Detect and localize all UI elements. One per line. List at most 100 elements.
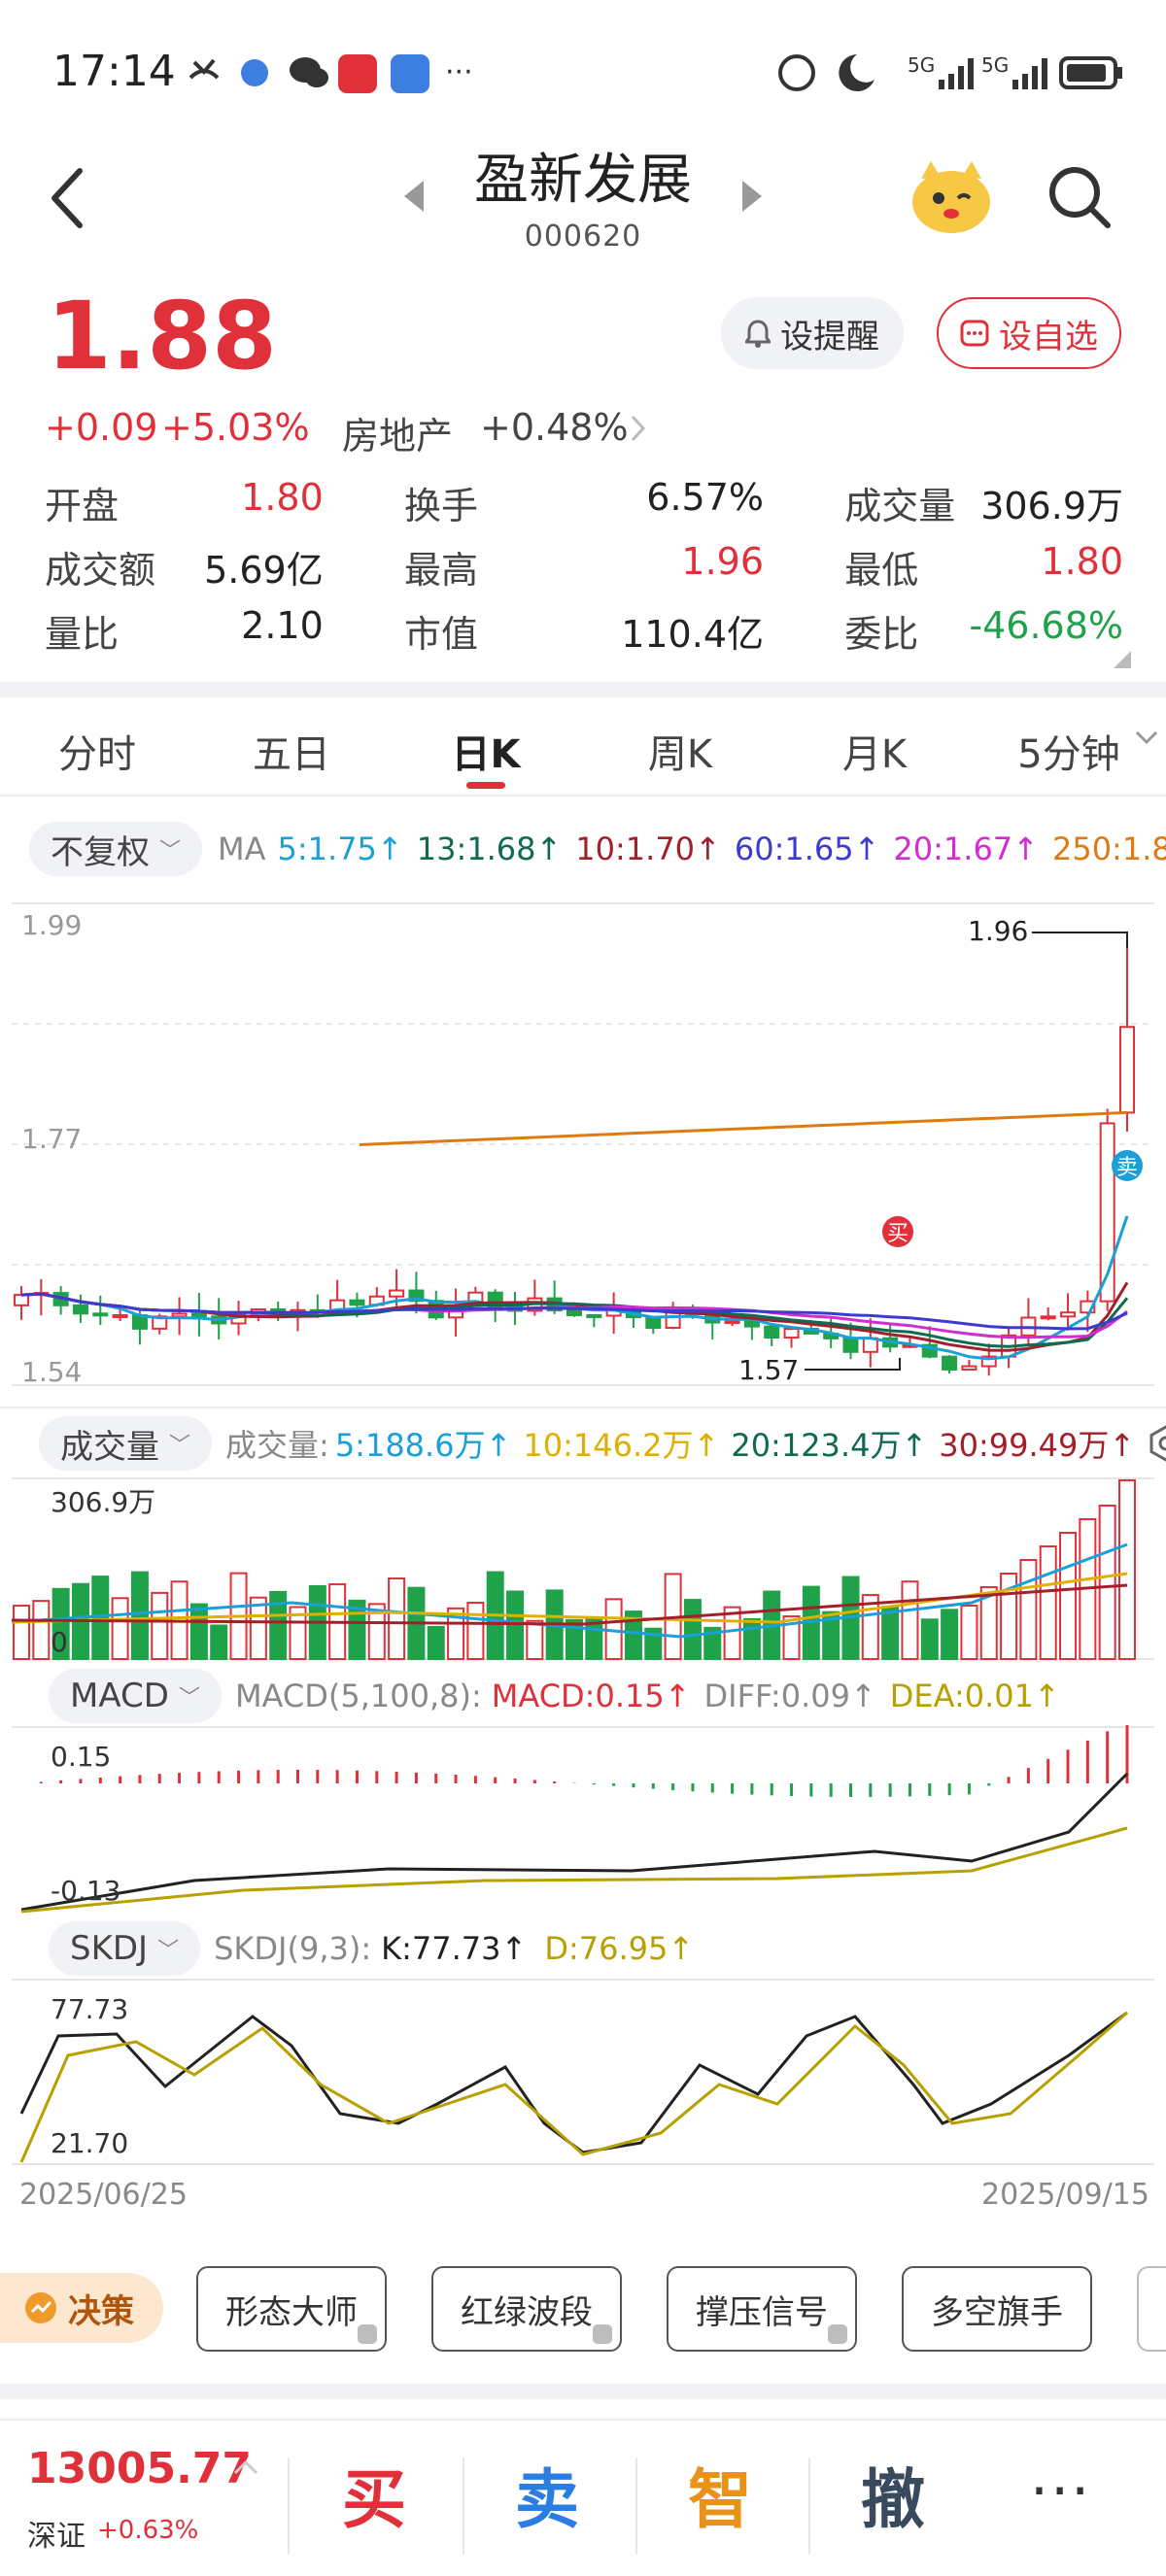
candlestick-chart[interactable]: 1.99 1.77 1.54 1.96 1.57 买 卖 bbox=[0, 894, 1166, 1399]
app-red-icon bbox=[338, 54, 377, 93]
expand-corner-icon[interactable] bbox=[1112, 649, 1133, 670]
decision-badge[interactable]: 决策 bbox=[0, 2273, 163, 2343]
candle-body bbox=[724, 1319, 740, 1324]
volume-chart[interactable]: 306.9万 0 bbox=[0, 1476, 1166, 1663]
ma-line bbox=[20, 1215, 1129, 1361]
feature-button[interactable]: 撑压信号 bbox=[667, 2266, 857, 2352]
back-arrow-icon[interactable] bbox=[49, 167, 87, 229]
status-bar: 17:14 ··· 5G 5G bbox=[0, 0, 1166, 146]
volume-bar bbox=[466, 1601, 485, 1660]
volume-bar bbox=[348, 1599, 366, 1660]
high-marker: 1.96 bbox=[968, 915, 1028, 947]
tab-0[interactable]: 分时 bbox=[0, 707, 194, 795]
volume-bar bbox=[111, 1597, 129, 1660]
candle-body bbox=[92, 1312, 109, 1317]
decision-icon bbox=[25, 2292, 56, 2323]
search-icon[interactable] bbox=[1046, 163, 1114, 231]
mascot-icon[interactable] bbox=[908, 155, 995, 235]
tab-3[interactable]: 周K bbox=[583, 707, 777, 795]
next-stock-icon[interactable] bbox=[740, 179, 764, 214]
section-divider bbox=[0, 682, 1166, 697]
sector-pct[interactable]: +0.48% bbox=[480, 406, 629, 449]
stat-label: 市值 bbox=[404, 612, 479, 656]
stats-grid: 开盘 1.80 换手 6.57% 成交量 306.9万 成交额 5.69亿 最高 1.96 最低 1.… bbox=[45, 470, 1123, 662]
skdj-select[interactable]: SKDJ ﹀ bbox=[49, 1921, 201, 1976]
stat-cell: 换手 6.57% bbox=[404, 476, 764, 529]
tab-label: 日K bbox=[451, 732, 521, 777]
message-icon bbox=[391, 54, 429, 93]
stat-label: 开盘 bbox=[45, 484, 120, 527]
settings-hex-icon[interactable] bbox=[1147, 1424, 1166, 1463]
candle-body bbox=[566, 1309, 582, 1316]
tab-4[interactable]: 月K bbox=[777, 707, 972, 795]
volume-bar bbox=[447, 1607, 465, 1660]
candle-body bbox=[921, 1343, 938, 1358]
macd-axis-top: 0.15 bbox=[51, 1741, 111, 1773]
tab-label: 周K bbox=[647, 732, 713, 777]
tab-2[interactable]: 日K bbox=[389, 707, 583, 795]
macd-select[interactable]: MACD ﹀ bbox=[49, 1669, 222, 1723]
volume-bar bbox=[644, 1627, 663, 1660]
buy-signal-icon: 买 bbox=[882, 1216, 913, 1247]
tab-label: 五日 bbox=[253, 732, 330, 777]
skdj-chart[interactable]: 77.73 21.70 bbox=[0, 1978, 1166, 2168]
stat-label: 成交量 bbox=[844, 484, 956, 527]
volume-bar bbox=[941, 1609, 959, 1660]
adjust-select[interactable]: 不复权 ﹀ bbox=[29, 822, 203, 876]
chevron-down-icon: ﹀ bbox=[169, 1434, 191, 1458]
legend-item: 30:99.49万↑ bbox=[939, 1427, 1136, 1464]
legend-item: D:76.95↑ bbox=[544, 1930, 695, 1967]
volume-select[interactable]: 成交量 ﹀ bbox=[39, 1416, 213, 1471]
action-2[interactable]: 智 bbox=[688, 2462, 752, 2537]
stat-label: 最高 bbox=[404, 548, 479, 592]
price-axis-mid: 1.77 bbox=[21, 1123, 82, 1155]
stat-label: 委比 bbox=[844, 612, 919, 656]
feature-button[interactable]: 多空旗手 bbox=[902, 2266, 1092, 2352]
volume-bar bbox=[189, 1603, 208, 1661]
stat-value: 110.4亿 bbox=[621, 612, 764, 656]
svg-text:卖: 卖 bbox=[1116, 1156, 1138, 1180]
moon-icon bbox=[839, 54, 874, 91]
legend-item: 5:1.75↑ bbox=[277, 830, 403, 867]
feature-button[interactable]: 形态大师 bbox=[196, 2266, 387, 2352]
stock-code: 000620 bbox=[524, 220, 642, 254]
alarm-icon bbox=[778, 54, 815, 91]
feature-button[interactable]: 红绿波段 bbox=[431, 2266, 622, 2352]
candle-body bbox=[112, 1313, 128, 1318]
action-0[interactable]: 买 bbox=[342, 2462, 406, 2537]
sector-name[interactable]: 房地产 bbox=[342, 415, 454, 458]
tab-5[interactable]: 5分钟 bbox=[972, 707, 1166, 795]
tab-more-chevron-icon[interactable] bbox=[1135, 730, 1158, 746]
volume-legend: 成交量 ﹀ 成交量: 5:188.6万↑ 10:146.2万↑ 20:123.4万↑ 3… bbox=[0, 1416, 1166, 1471]
macd-chart[interactable]: 0.15 -0.13 bbox=[0, 1725, 1166, 1915]
volume-bar bbox=[901, 1580, 919, 1660]
chevron-up-icon[interactable] bbox=[233, 2459, 258, 2475]
feature-overflow[interactable] bbox=[1137, 2266, 1166, 2352]
legend-item: MACD:0.15↑ bbox=[491, 1678, 691, 1714]
action-1[interactable]: 卖 bbox=[515, 2462, 579, 2537]
volume-bar bbox=[151, 1591, 169, 1660]
sector-chevron-icon[interactable] bbox=[630, 414, 647, 443]
candle-body bbox=[665, 1310, 681, 1329]
volume-bar bbox=[1039, 1545, 1057, 1660]
volume-bar bbox=[269, 1590, 288, 1660]
add-watchlist-button[interactable]: 设自选 bbox=[937, 297, 1121, 369]
candle-body bbox=[764, 1325, 780, 1339]
macd-legend: MACD ﹀ MACD(5,100,8): MACD:0.15↑ DIFF:0.09… bbox=[0, 1669, 1166, 1723]
bottom-action-bar bbox=[0, 2419, 1166, 2576]
volume-bar bbox=[289, 1606, 307, 1660]
index-value[interactable]: 13005.77 bbox=[27, 2444, 253, 2493]
wechat-icon bbox=[290, 57, 328, 87]
tab-label: 5分钟 bbox=[1017, 732, 1120, 777]
tab-1[interactable]: 五日 bbox=[194, 707, 389, 795]
action-3[interactable]: 撤 bbox=[861, 2462, 925, 2537]
lock-icon bbox=[593, 2324, 612, 2344]
candle-body bbox=[1119, 1026, 1135, 1114]
notification-icons: ··· bbox=[189, 54, 473, 93]
more-menu-button[interactable]: ··· bbox=[1030, 2457, 1092, 2525]
volume-bar bbox=[32, 1600, 51, 1660]
set-alert-button[interactable]: 设提醒 bbox=[721, 297, 904, 369]
stat-value: 306.9万 bbox=[980, 484, 1123, 527]
volume-bar bbox=[427, 1625, 445, 1660]
prev-stock-icon[interactable] bbox=[402, 179, 426, 214]
